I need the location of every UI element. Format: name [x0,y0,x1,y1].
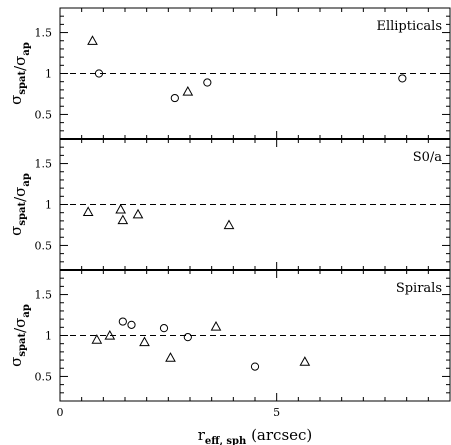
triangle-point [87,35,98,45]
y-label-subscript: ap [21,42,32,55]
y-tick-label: 1.5 [35,289,53,302]
circle-point [250,362,260,371]
y-axis-label: σspat/σap [7,304,32,367]
triangle-point [104,329,116,340]
y-label-part: / [11,65,29,71]
y-tick-label: 1.5 [35,27,53,40]
y-tick-label: 1.5 [35,158,53,171]
triangle-point [139,336,150,347]
triangle-point [299,356,311,366]
circle-point [203,78,212,87]
y-label-part: σ [11,318,29,328]
y-tick-label: 0.5 [35,239,53,252]
triangle-point [223,219,235,230]
y-label-part: σ [7,95,25,105]
panel-title: Spirals [396,281,442,296]
y-label-part: σ [7,226,25,236]
y-label-subscript: spat [17,202,28,226]
x-label-subscript: eff, sph [205,436,247,445]
y-tick-label: 0.5 [35,370,53,383]
circle-point [183,333,192,342]
y-axis-label: σspat/σap [7,42,32,105]
y-label-subscript: ap [21,173,32,186]
circle-point [94,69,104,78]
y-tick-label: 1 [45,68,52,81]
triangle-point [115,203,127,214]
x-tick-label: 5 [273,406,280,419]
y-tick-label: 1 [45,199,52,212]
x-label-unit: (arcsec) [246,426,312,444]
triangle-point [91,334,103,344]
panel-title: S0/a [413,150,443,165]
triangle-point [210,320,222,331]
circle-point [398,74,407,83]
circle-point [127,320,136,329]
triangle-point [117,214,129,225]
circle-point [159,324,169,333]
x-tick-label: 0 [57,406,64,419]
x-label-main: r [198,426,206,444]
y-label-part: σ [11,187,29,197]
triangle-point [165,352,176,362]
triangle-point [132,208,144,219]
y-label-subscript: spat [17,71,28,95]
y-axis-label: σspat/σap [7,173,32,236]
y-label-subscript: spat [17,333,28,357]
triangle-point [82,206,94,216]
y-label-part: / [11,196,29,202]
x-axis-label: reff, sph (arcsec) [198,426,313,445]
y-tick-label: 1 [45,330,52,343]
y-label-part: σ [7,357,25,367]
y-tick-label: 0.5 [35,108,53,121]
circle-point [170,93,179,103]
circle-point [118,317,127,326]
y-label-subscript: ap [21,304,32,317]
y-label-part: / [11,327,29,333]
y-label-part: σ [11,56,29,66]
triangle-point [182,85,194,96]
panel-title: Ellipticals [376,19,442,34]
